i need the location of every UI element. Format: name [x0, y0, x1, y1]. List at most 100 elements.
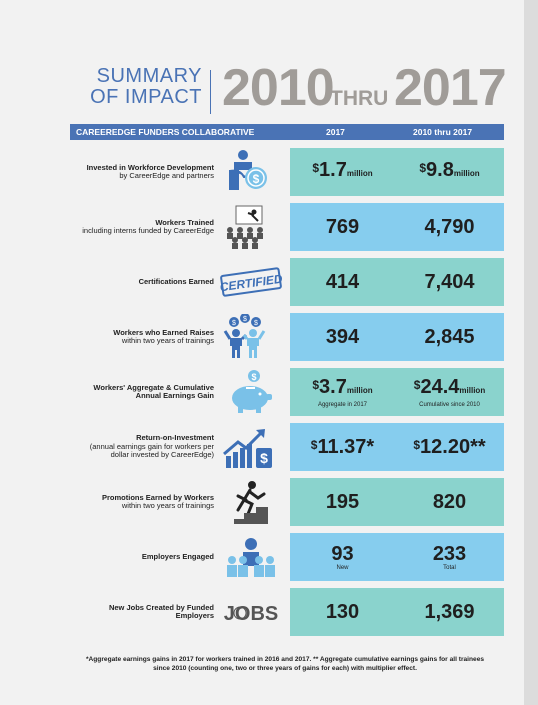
- metric-label: Employers Engaged: [70, 533, 214, 581]
- summary-line-1: SUMMARY: [96, 65, 202, 87]
- value-subtitle: New: [336, 564, 349, 571]
- metric-title: Promotions Earned by Workers: [102, 492, 214, 502]
- value-2017: $1.7million: [290, 148, 395, 196]
- currency-symbol: $: [413, 377, 421, 392]
- thru-label: THRU: [330, 87, 389, 110]
- header-divider: [210, 70, 211, 114]
- metric-label: New Jobs Created by Funded Employers: [70, 588, 214, 636]
- value-cumulative: $9.8million: [395, 148, 504, 196]
- value-subtitle: Total: [443, 564, 456, 571]
- value-2017: 414: [290, 258, 395, 306]
- value-cumulative: 4,790: [395, 203, 504, 251]
- value-2017: 93 New: [290, 533, 395, 581]
- value-2017: 130: [290, 588, 395, 636]
- value-number: 9.8: [426, 159, 454, 181]
- year-end: 2017: [394, 59, 507, 117]
- money-hand-icon: $: [216, 149, 286, 195]
- metric-label: Workers Trained including interns funded …: [70, 203, 214, 251]
- currency-symbol: $: [413, 438, 421, 452]
- metric-title: Workers Trained: [155, 217, 214, 227]
- value-number: 394: [325, 326, 360, 348]
- metric-label: Certifications Earned: [70, 258, 214, 306]
- value-text: $24.4million: [414, 376, 485, 402]
- value-number: 7,404: [424, 271, 475, 293]
- value-text: 414: [326, 271, 359, 293]
- classroom-presentation-icon: [216, 204, 286, 250]
- value-number: 130: [325, 601, 360, 623]
- value-text: 7,404: [424, 271, 474, 293]
- metric-row: Employers Engaged 93 New 233 Total: [70, 533, 504, 581]
- metric-title: Invested in Workforce Development: [86, 162, 214, 172]
- metric-title: Certifications Earned: [138, 276, 214, 286]
- metric-row: Promotions Earned by Workers within two y…: [70, 478, 504, 526]
- value-footnote-mark: *: [366, 436, 375, 458]
- value-cumulative: $24.4million Cumulative since 2010: [395, 368, 504, 416]
- metric-row: Certifications Earned CERTIFIED 414 7,404: [70, 258, 504, 306]
- value-unit: million: [346, 169, 373, 178]
- org-name: CAREEREDGE FUNDERS COLLABORATIVE: [76, 127, 255, 137]
- value-unit: million: [453, 169, 480, 178]
- metric-description: (annual earnings gain for workers per do…: [89, 441, 214, 460]
- value-cumulative: 7,404: [395, 258, 504, 306]
- value-cumulative: 820: [395, 478, 504, 526]
- value-text: $1.7million: [312, 159, 372, 185]
- value-text: 820: [433, 491, 466, 513]
- metric-row: Return-on-Investment (annual earnings gai…: [70, 423, 504, 471]
- value-text: 233: [433, 543, 466, 565]
- value-number: 1,369: [424, 601, 475, 623]
- value-subtitle: Aggregate in 2017: [317, 401, 368, 408]
- value-number: 93: [331, 542, 354, 565]
- value-number: 3.7: [319, 375, 347, 398]
- value-text: 2,845: [424, 326, 474, 348]
- column-2017-header: 2017: [326, 127, 345, 137]
- value-2017: 195: [290, 478, 395, 526]
- value-footnote-mark: **: [470, 436, 486, 458]
- page-edge-shadow: [524, 0, 538, 705]
- value-subtitle: Cumulative since 2010: [419, 401, 480, 408]
- value-2017: $3.7million Aggregate in 2017: [290, 368, 395, 416]
- currency-symbol: $: [312, 377, 320, 392]
- value-text: 1,369: [424, 601, 474, 623]
- metric-description: including interns funded by CareerEdge: [82, 226, 214, 235]
- svg-text:$: $: [232, 320, 236, 327]
- jobs-text-icon: JOBS: [216, 589, 286, 635]
- value-unit: million: [346, 385, 373, 395]
- metric-row: Workers who Earned Raises within two year…: [70, 313, 504, 361]
- value-text: 93: [331, 543, 353, 565]
- value-2017: 769: [290, 203, 395, 251]
- value-number: 233: [432, 542, 467, 565]
- value-text: 394: [326, 326, 359, 348]
- value-number: 4,790: [424, 216, 475, 238]
- currency-symbol: $: [312, 161, 320, 175]
- year-start: 2010: [222, 59, 335, 117]
- value-number: 11.37: [317, 436, 367, 458]
- metric-label: Promotions Earned by Workers within two y…: [70, 478, 214, 526]
- metric-description: within two years of trainings: [121, 336, 214, 345]
- people-coins-icon: $ $ $: [216, 313, 286, 360]
- value-number: 2,845: [424, 326, 475, 348]
- value-cumulative: 2,845: [395, 313, 504, 361]
- business-group-icon: [216, 534, 286, 580]
- value-number: 1.7: [319, 159, 347, 181]
- column-header-bar: CAREEREDGE FUNDERS COLLABORATIVE 2017 20…: [70, 124, 504, 140]
- svg-text:$: $: [260, 450, 268, 466]
- header: SUMMARY OF IMPACT 2010 THRU 2017: [70, 60, 507, 120]
- certified-stamp-icon: CERTIFIED: [216, 259, 286, 305]
- metric-title: New Jobs Created by Funded Employers: [108, 602, 214, 620]
- summary-line-2: OF IMPACT: [90, 86, 202, 108]
- currency-symbol: $: [419, 161, 427, 175]
- value-number: 820: [432, 491, 467, 513]
- svg-text:JOBS: JOBS: [224, 603, 278, 625]
- metric-label: Workers who Earned Raises within two year…: [70, 313, 214, 361]
- value-2017: 394: [290, 313, 395, 361]
- value-number: 769: [325, 216, 360, 238]
- metric-title: Workers' Aggregate & Cumulative Annual E…: [93, 382, 214, 400]
- currency-symbol: $: [310, 438, 318, 452]
- metric-title: Employers Engaged: [141, 551, 214, 561]
- footnote: *Aggregate earnings gains in 2017 for wo…: [85, 656, 485, 672]
- value-text: 769: [326, 216, 359, 238]
- metric-title: Return-on-Investment: [136, 433, 214, 443]
- value-text: 130: [326, 601, 359, 623]
- value-text: $9.8million: [419, 159, 479, 185]
